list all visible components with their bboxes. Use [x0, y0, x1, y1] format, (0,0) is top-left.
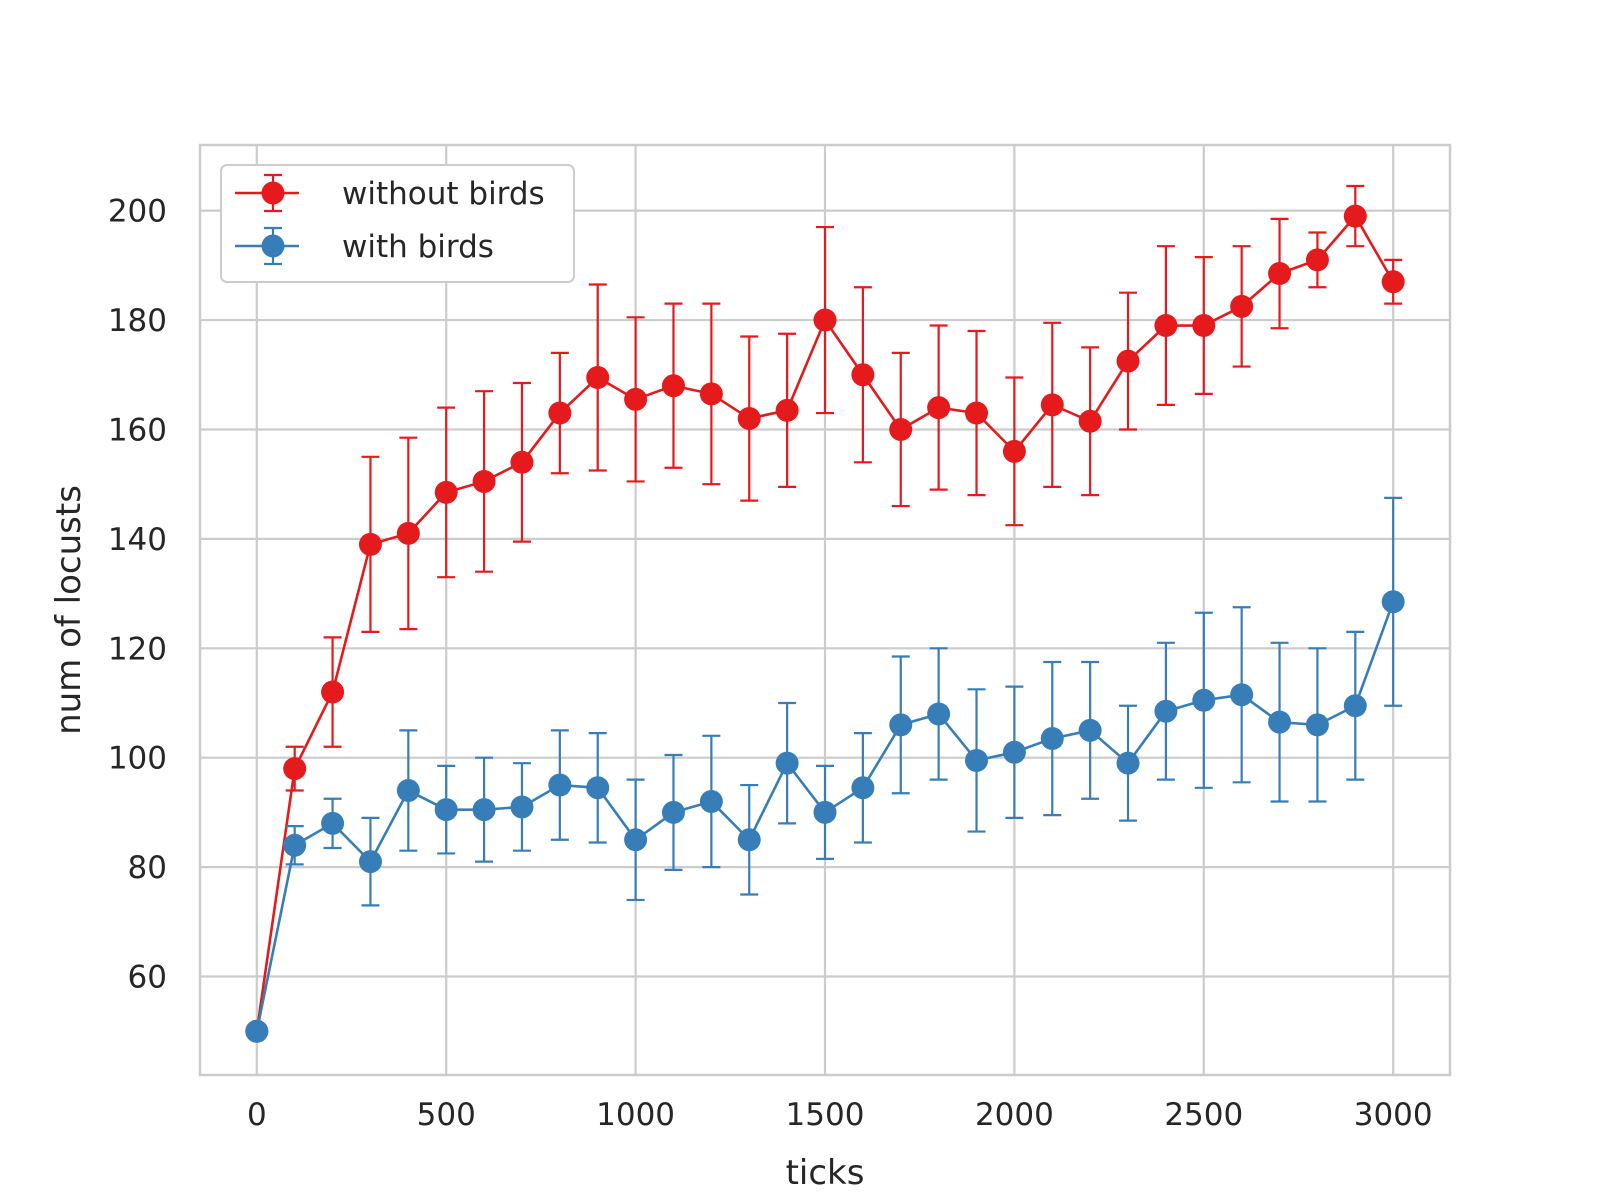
data-point	[1002, 439, 1026, 463]
y-tick-label: 100	[108, 741, 167, 777]
data-point	[434, 798, 458, 822]
legend-entry: without birds	[235, 173, 545, 213]
data-point	[1078, 409, 1102, 433]
legend-entries: without birds with birds	[235, 173, 545, 266]
x-tick-label: 2000	[975, 1097, 1054, 1133]
x-tick-label: 2500	[1164, 1097, 1243, 1133]
data-point	[1116, 751, 1140, 775]
y-tick-label: 200	[108, 194, 167, 230]
data-point	[1230, 683, 1254, 707]
y-tick-label: 180	[108, 303, 167, 339]
data-point	[1192, 688, 1216, 712]
x-tick-label: 500	[417, 1097, 476, 1133]
legend-marker	[261, 181, 285, 205]
data-point	[510, 795, 534, 819]
data-point	[396, 779, 420, 803]
y-tick-label: 120	[108, 631, 167, 667]
data-point	[245, 1019, 269, 1043]
data-point	[586, 776, 610, 800]
legend-label: with birds	[342, 229, 494, 265]
y-tick-label: 60	[128, 960, 167, 996]
data-point	[889, 417, 913, 441]
data-point	[965, 748, 989, 772]
data-point	[548, 773, 572, 797]
data-point	[510, 450, 534, 474]
data-point	[1305, 248, 1329, 272]
data-point	[699, 789, 723, 813]
data-point	[737, 407, 761, 431]
data-point	[1381, 590, 1405, 614]
data-point	[396, 521, 420, 545]
data-point	[586, 366, 610, 389]
legend-label: without birds	[342, 176, 545, 212]
data-point	[1305, 713, 1329, 737]
data-point	[1002, 740, 1026, 764]
data-point	[1343, 204, 1367, 228]
data-point	[358, 532, 382, 556]
data-point	[1154, 699, 1178, 723]
data-point	[358, 850, 382, 874]
data-point	[699, 382, 723, 406]
data-point	[813, 800, 837, 824]
data-point	[1343, 694, 1367, 718]
data-point	[1154, 314, 1178, 338]
data-point	[283, 833, 307, 857]
data-point	[472, 798, 496, 822]
y-tick-label: 160	[108, 412, 167, 448]
data-point	[321, 680, 345, 704]
data-point	[661, 374, 685, 398]
y-tick-label: 80	[128, 850, 167, 886]
x-tick-label: 3000	[1354, 1097, 1433, 1133]
data-point	[1192, 314, 1216, 338]
x-tick-label: 1500	[786, 1097, 865, 1133]
x-tick-label: 1000	[596, 1097, 675, 1133]
data-point	[1040, 727, 1064, 751]
data-point	[1268, 262, 1292, 286]
data-point	[624, 387, 648, 411]
x-tick-label: 0	[247, 1097, 267, 1133]
data-point	[775, 398, 799, 422]
legend-box	[220, 164, 575, 283]
series-layer	[245, 184, 1405, 1043]
x-axis-label: ticks	[786, 1153, 865, 1193]
data-point	[624, 828, 648, 852]
data-point	[927, 396, 951, 420]
data-point	[283, 757, 307, 781]
y-tick-label: 140	[108, 522, 167, 558]
data-point	[321, 811, 345, 835]
data-point	[851, 776, 875, 800]
data-point	[927, 702, 951, 726]
legend-marker	[261, 234, 285, 258]
data-point	[1116, 349, 1140, 373]
legend-entry: with birds	[235, 226, 494, 266]
data-point	[434, 480, 458, 504]
data-point	[851, 363, 875, 387]
data-point	[1381, 270, 1405, 294]
y-axis-label: num of locusts	[49, 485, 89, 735]
data-point	[889, 713, 913, 737]
series-without-birds	[245, 184, 1405, 1043]
data-point	[737, 828, 761, 852]
data-point	[775, 751, 799, 775]
data-point	[813, 308, 837, 332]
data-point	[472, 469, 496, 493]
data-point	[548, 401, 572, 425]
data-point	[1268, 710, 1292, 734]
tick-labels: 0 500 1000 1500 2000 2500 3000 60 80 100 120 140 160…	[108, 194, 1433, 1133]
legend: without birds with birds	[220, 164, 575, 283]
plot-frame	[198, 143, 1452, 1077]
data-point	[1230, 294, 1254, 318]
data-point	[965, 401, 989, 425]
data-point	[1078, 718, 1102, 742]
data-point	[661, 800, 685, 824]
series-with-birds	[245, 496, 1405, 1043]
data-point	[1040, 393, 1064, 417]
